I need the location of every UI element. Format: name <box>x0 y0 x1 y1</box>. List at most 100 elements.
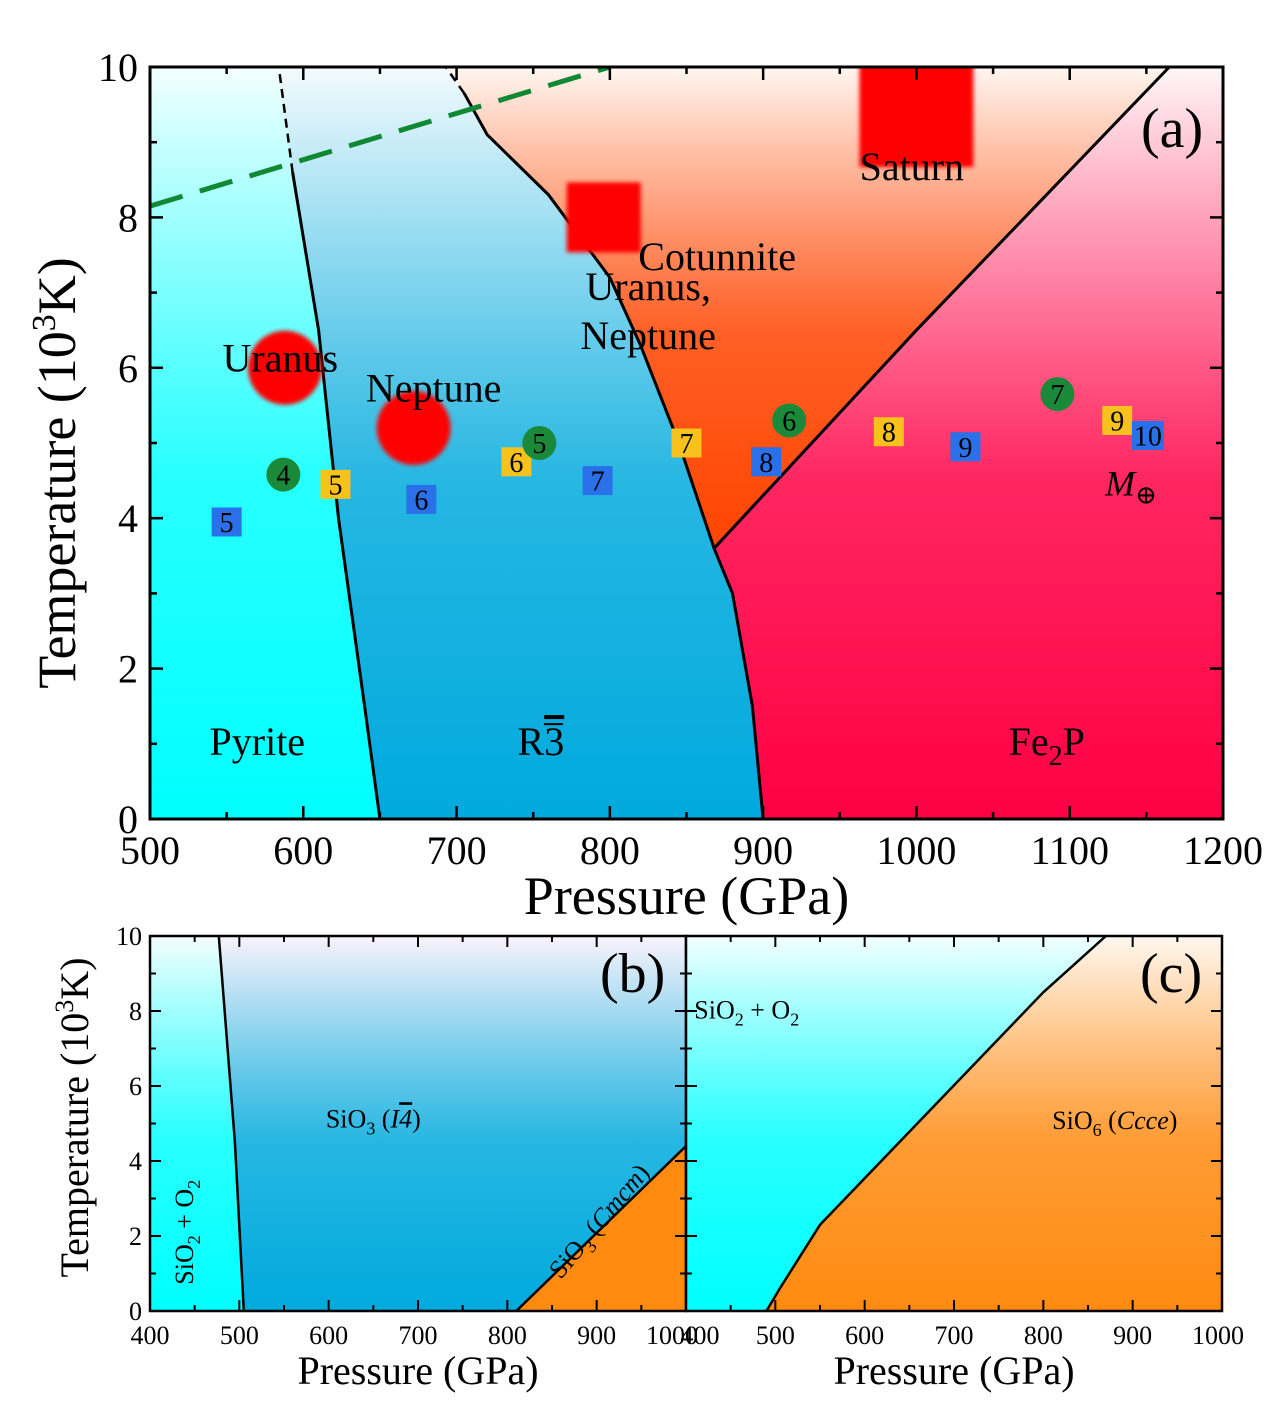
earth-mass-symbol: M <box>1104 464 1137 504</box>
panel-c-phase-boundaries <box>765 936 1107 1311</box>
planet-label: Uranus, <box>585 264 711 309</box>
boundary-r3-post-extrapolated <box>444 67 466 95</box>
phase-label-after: + O <box>170 1189 199 1235</box>
x-tick-label: 900 <box>733 828 793 873</box>
panel-a-x-axis-label: Pressure (GPa) <box>524 866 849 926</box>
marker-label: 10 <box>1134 421 1162 452</box>
phase-label-text: SiO <box>1052 1106 1092 1135</box>
panel-c-label: (c) <box>1140 943 1202 1005</box>
marker-label: 6 <box>414 485 428 516</box>
phase-label: Cotunnite <box>638 234 796 279</box>
marker-blue-square <box>406 484 437 514</box>
y-tick-label: 10 <box>98 45 138 90</box>
panel-a-y-axis-label-sup: 3 <box>26 314 63 331</box>
y-tick-label: 4 <box>118 496 138 541</box>
x-tick-label: 800 <box>580 828 640 873</box>
marker-label: 9 <box>958 433 972 464</box>
phase-label-italic-overbar: 4 <box>399 1104 412 1133</box>
x-tick-label: 500 <box>756 1321 795 1350</box>
boundary-right <box>515 1145 686 1311</box>
y-tick-label: 8 <box>118 195 138 240</box>
x-tick-label: 1100 <box>1030 828 1109 873</box>
marker-label: 7 <box>1050 380 1064 411</box>
panel-a-y-axis-label: Temperature (103K) <box>26 257 87 689</box>
x-tick-label: 400 <box>131 1321 170 1350</box>
phase-label: Fe2P <box>1009 719 1085 772</box>
panel-c-ticks: 400 500 600 700 800 900 1000 <box>681 935 1244 1350</box>
panel-b-y-axis-label: Temperature (103K) <box>50 957 97 1277</box>
marker-green-circle <box>772 403 807 438</box>
marker-label: 6 <box>509 448 523 479</box>
y-tick-label: 2 <box>118 647 138 692</box>
phase-label-sub: 6 <box>1093 1120 1102 1140</box>
x-tick-label: 900 <box>1113 1321 1152 1350</box>
phase-label-text: R <box>518 719 545 764</box>
marker-label: 7 <box>680 429 694 460</box>
y-tick-label: 4 <box>129 1147 142 1176</box>
panel-a-label: (a) <box>1141 98 1203 160</box>
marker-green-circle <box>522 426 557 460</box>
x-tick-label: 600 <box>309 1321 348 1350</box>
phase-label: SiO6 (Ccce) <box>1052 1106 1177 1140</box>
marker-blue-square <box>950 432 981 462</box>
panel-a-y-axis-label-main: Temperature (10 <box>27 331 87 689</box>
x-tick-label: 900 <box>577 1321 616 1350</box>
region-sio3-i4 <box>218 936 686 1311</box>
marker-label: 8 <box>882 418 896 449</box>
x-tick-label: 500 <box>120 828 180 873</box>
boundary-cotunnite-fe2p <box>713 67 1171 550</box>
phase-label-after: + O <box>744 996 790 1025</box>
phase-label-sub: 2 <box>184 1235 204 1244</box>
panel-a-planets <box>247 67 974 465</box>
phase-label-after: P <box>1063 719 1085 764</box>
panel-a-y-axis-label-end: K) <box>27 257 87 314</box>
panel-b-x-axis-label: Pressure (GPa) <box>297 1348 538 1393</box>
phase-label: SiO2 + O2 <box>170 1180 204 1285</box>
melting-line-dashed <box>150 67 611 209</box>
y-tick-label: 0 <box>129 1297 142 1326</box>
region-sio2-o2 <box>150 936 244 1311</box>
y-tick-label: 6 <box>118 346 138 391</box>
phase-label-text: SiO <box>170 1244 199 1284</box>
boundary-r3-post <box>462 92 765 819</box>
panel-c-x-axis-label: Pressure (GPa) <box>833 1348 1074 1393</box>
marker-label: 8 <box>759 448 773 479</box>
y-tick-label: 6 <box>129 1072 142 1101</box>
phase-label-text: Fe <box>1009 719 1049 764</box>
marker-label: 5 <box>532 429 546 460</box>
x-tick-label: 700 <box>427 828 487 873</box>
x-tick-label: 1200 <box>1183 828 1263 873</box>
phase-label-text: SiO <box>694 996 734 1025</box>
phase-label-overbar: 3 <box>544 719 564 764</box>
region-sio2-o2 <box>686 936 1106 1311</box>
earth-mass-label: M⊕ <box>1104 464 1157 510</box>
panel-b-phase-boundaries <box>217 936 686 1311</box>
panel-b-y-axis-label-end: K) <box>52 957 97 999</box>
x-tick-label: 700 <box>399 1321 438 1350</box>
x-tick-label: 1000 <box>876 828 956 873</box>
marker-label: 4 <box>276 461 290 492</box>
phase-label-sub: 2 <box>790 1010 799 1030</box>
x-tick-label: 1000 <box>1192 1321 1244 1350</box>
marker-label: 5 <box>220 508 234 539</box>
x-tick-label: 1000 <box>646 1321 698 1350</box>
boundary-pyrite-r3 <box>291 172 382 819</box>
planet-circle-uranus <box>247 330 322 405</box>
y-tick-label: 2 <box>129 1222 142 1251</box>
x-tick-label: 800 <box>1024 1321 1063 1350</box>
planet-square-uranus-neptune <box>566 182 641 253</box>
planet-square-saturn <box>859 67 974 168</box>
marker-blue-square <box>211 507 242 537</box>
phase-label-close: ) <box>412 1104 421 1133</box>
marker-label: 6 <box>782 406 796 437</box>
marker-label: 9 <box>1110 406 1124 437</box>
x-tick-label: 700 <box>935 1321 974 1350</box>
